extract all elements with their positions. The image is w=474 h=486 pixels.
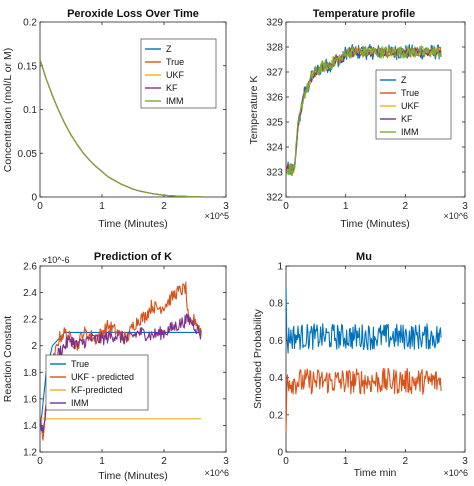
x-tick-label: 2	[403, 201, 409, 212]
x-axis-exponent: ×10^6	[444, 211, 469, 221]
legend-label-ukf-predicted: UKF - predicted	[71, 372, 134, 382]
x-axis-exponent: ×10^6	[205, 468, 230, 478]
legend: Z True UKF KF IMM	[375, 69, 452, 140]
y-tick-label: 1	[277, 262, 283, 273]
legend-box	[45, 354, 149, 411]
y-tick-label: 328	[266, 43, 283, 54]
x-axis-label: Time min	[354, 467, 397, 479]
axis-ticks: 0 1 2 3 322 323 324 325 326 327 328 329	[266, 18, 468, 213]
x-tick-label: 2	[161, 201, 167, 212]
axis-ticks: 0 1 2 3 1.2 1.4 1.6 1.8 2 2.2 2.4 2.6	[23, 262, 229, 468]
x-axis-label: Time (Minutes)	[98, 218, 168, 230]
y-tick-label: 1.4	[23, 421, 37, 432]
y-tick-label: 325	[266, 118, 283, 129]
legend-box	[140, 38, 217, 109]
panel-peroxide-loss: Peroxide Loss Over Time 0 1 2 3 0 0.05 0.1 0.15…	[2, 8, 229, 230]
y-tick-label: 0.2	[23, 18, 37, 29]
legend-label-z: Z	[166, 44, 172, 54]
legend-box	[375, 69, 452, 140]
x-tick-label: 2	[403, 456, 409, 467]
legend-label-true: True	[401, 88, 419, 98]
x-tick-label: 3	[223, 201, 229, 212]
legend: Z True UKF KF IMM	[140, 38, 217, 109]
y-tick-label: 323	[266, 168, 283, 179]
y-tick-label: 2.4	[23, 288, 37, 299]
series-lines	[39, 59, 202, 198]
chart-title: Temperature profile	[313, 8, 416, 20]
x-tick-label: 3	[462, 201, 468, 212]
chart-title: Mu	[356, 251, 372, 263]
axis-ticks: 0 1 2 3 0 0.05 0.1 0.15 0.2	[18, 18, 230, 213]
x-tick-label: 0	[283, 201, 289, 212]
x-tick-label: 1	[99, 201, 105, 212]
legend-label-kf-predicted: KF-predicted	[71, 385, 123, 395]
x-tick-label: 3	[223, 456, 229, 467]
legend-label-imm: IMM	[401, 127, 419, 137]
y-tick-label: 2.2	[23, 315, 37, 326]
y-tick-label: 0	[277, 448, 283, 459]
y-tick-label: 0.4	[269, 373, 283, 384]
series-line-series-2	[285, 367, 442, 433]
legend-label-imm: IMM	[71, 398, 89, 408]
x-tick-label: 2	[161, 456, 167, 467]
y-tick-label: 324	[266, 143, 283, 154]
y-axis-label: Smoothed Probability	[252, 308, 264, 409]
series-line-series-1	[285, 287, 442, 354]
y-tick-label: 322	[266, 193, 283, 204]
y-tick-label: 327	[266, 68, 283, 79]
y-tick-label: 0.6	[269, 336, 283, 347]
legend-label-true: True	[71, 359, 89, 369]
panel-temperature-profile: Temperature profile 0 1 2 3 322 323 324 325 326 3…	[248, 8, 468, 230]
legend-label-imm: IMM	[166, 96, 184, 106]
legend-label-kf: KF	[401, 114, 413, 124]
series-lines	[285, 43, 442, 177]
series-line-imm	[39, 313, 202, 434]
y-tick-label: 329	[266, 18, 283, 29]
x-axis-exponent: ×10^5	[205, 211, 230, 221]
x-tick-label: 3	[462, 456, 468, 467]
y-axis-label: Reaction Constant	[2, 316, 14, 402]
legend-label-z: Z	[401, 75, 407, 85]
legend-label-true: True	[166, 57, 184, 67]
x-tick-label: 1	[343, 201, 349, 212]
legend: True UKF - predicted KF-predicted IMM	[45, 354, 149, 411]
y-tick-label: 0.8	[269, 299, 283, 310]
x-tick-label: 1	[343, 456, 349, 467]
chart-title: Peroxide Loss Over Time	[67, 8, 199, 20]
x-tick-label: 0	[37, 201, 43, 212]
series-line-imm	[285, 45, 442, 177]
y-axis-label: Temperature K	[248, 76, 260, 145]
y-tick-label: 326	[266, 93, 283, 104]
legend-label-ukf: UKF	[166, 70, 185, 80]
y-tick-label: 1.2	[23, 448, 37, 459]
y-tick-label: 2	[31, 341, 37, 352]
x-tick-label: 0	[283, 456, 289, 467]
y-tick-label: 0.1	[23, 105, 37, 116]
series-lines	[285, 287, 442, 433]
plot-area	[285, 265, 466, 453]
y-tick-label: 0.15	[18, 61, 38, 72]
y-tick-label: 0	[31, 193, 37, 204]
y-tick-label: 2.6	[23, 262, 37, 273]
series-line-imm	[39, 59, 202, 198]
x-tick-label: 0	[37, 456, 43, 467]
panel-mu: Mu 0 1 2 3 0 0.2 0.4 0.6 0.8 1 Time min Smoothed …	[252, 251, 468, 479]
chart-title: Prediction of K	[94, 251, 172, 263]
x-axis-exponent: ×10^6	[444, 468, 469, 478]
legend-label-ukf: UKF	[401, 101, 420, 111]
y-tick-label: 1.6	[23, 394, 37, 405]
y-tick-label: 0.2	[269, 410, 283, 421]
y-tick-label: 0.05	[18, 149, 38, 160]
x-axis-label: Time (Minutes)	[98, 470, 168, 482]
y-axis-exponent: ×10^-6	[42, 255, 70, 265]
y-axis-label: Concentration (mol/L or M)	[2, 48, 14, 173]
x-tick-label: 1	[99, 456, 105, 467]
legend-label-kf: KF	[166, 83, 178, 93]
panel-prediction-of-k: Prediction of K ×10^-6 0 1 2 3 1.2 1.4 1.6 1.8 2…	[2, 251, 229, 482]
x-axis-label: Time (Minutes)	[340, 218, 410, 230]
y-tick-label: 1.8	[23, 368, 37, 379]
